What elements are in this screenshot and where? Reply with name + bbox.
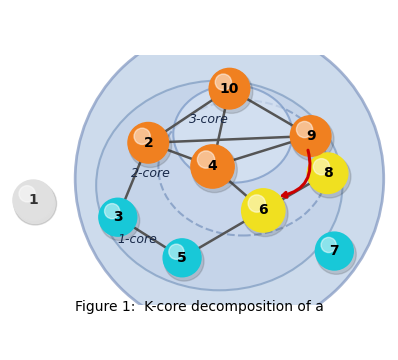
Circle shape	[291, 118, 334, 161]
Text: 9: 9	[306, 129, 316, 143]
Circle shape	[164, 241, 204, 281]
Circle shape	[128, 122, 168, 163]
Circle shape	[19, 186, 35, 202]
Circle shape	[210, 71, 253, 113]
Text: Figure 1:  K-core decomposition of a: Figure 1: K-core decomposition of a	[74, 300, 324, 314]
Text: 1-core: 1-core	[118, 233, 158, 246]
Circle shape	[100, 201, 140, 240]
Text: 1: 1	[28, 193, 38, 207]
Text: 3-core: 3-core	[189, 113, 229, 126]
Circle shape	[105, 203, 120, 219]
Text: 7: 7	[330, 244, 339, 258]
Circle shape	[129, 125, 172, 167]
Circle shape	[321, 237, 336, 253]
Circle shape	[197, 151, 215, 168]
Circle shape	[242, 191, 288, 237]
Circle shape	[134, 128, 150, 144]
Circle shape	[169, 244, 184, 259]
Text: 4: 4	[208, 159, 217, 174]
Circle shape	[163, 239, 201, 277]
Circle shape	[315, 232, 353, 270]
Text: 6: 6	[258, 203, 268, 217]
Text: 2-core: 2-core	[131, 167, 171, 180]
Text: 8: 8	[323, 166, 332, 180]
Circle shape	[75, 24, 384, 333]
Text: 10: 10	[220, 82, 239, 96]
Text: 3: 3	[113, 210, 123, 224]
Circle shape	[14, 183, 57, 225]
Circle shape	[316, 234, 356, 274]
Circle shape	[209, 68, 250, 109]
Circle shape	[307, 153, 348, 194]
Circle shape	[297, 121, 313, 138]
Ellipse shape	[158, 100, 328, 235]
Circle shape	[215, 74, 232, 90]
FancyArrowPatch shape	[283, 150, 310, 197]
Circle shape	[192, 147, 237, 193]
Circle shape	[313, 159, 330, 175]
Circle shape	[99, 198, 137, 236]
Circle shape	[191, 145, 234, 188]
Ellipse shape	[173, 85, 293, 183]
Ellipse shape	[96, 81, 342, 290]
Circle shape	[248, 195, 265, 212]
Circle shape	[308, 155, 351, 198]
Circle shape	[242, 189, 285, 232]
Circle shape	[291, 116, 331, 156]
Circle shape	[13, 180, 53, 221]
Text: 5: 5	[177, 251, 187, 265]
Text: 2: 2	[143, 136, 153, 150]
